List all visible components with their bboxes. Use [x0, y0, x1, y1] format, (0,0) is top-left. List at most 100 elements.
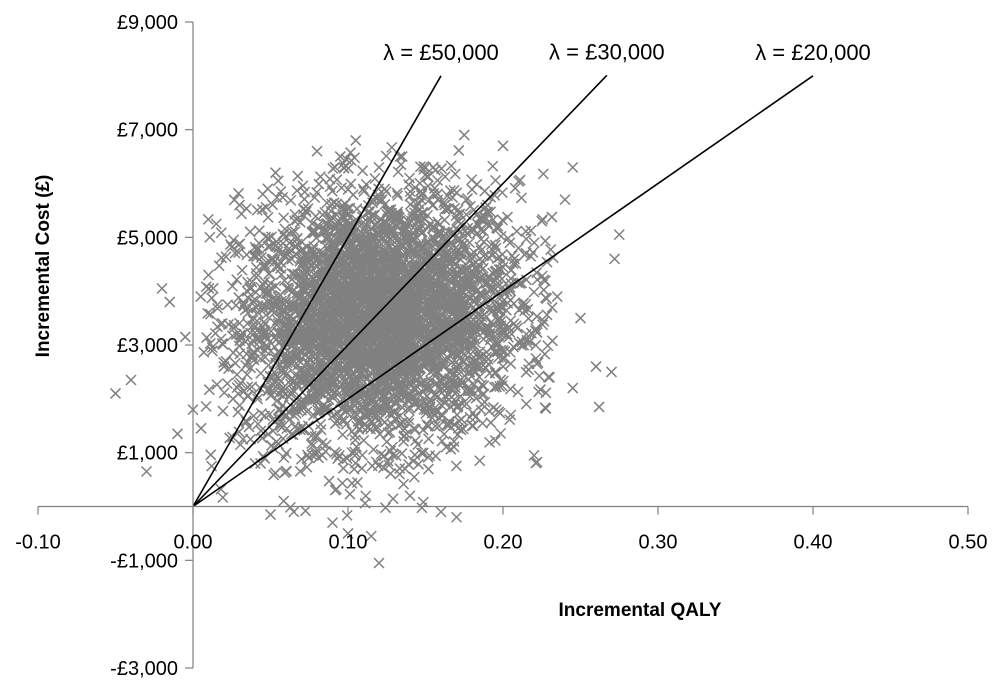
data-point — [232, 406, 244, 418]
data-point — [212, 302, 224, 314]
data-point — [233, 187, 245, 199]
data-point — [297, 180, 309, 192]
data-point — [140, 465, 153, 478]
data-point — [255, 407, 267, 420]
data-point — [222, 318, 235, 330]
y-axis-title: Incremental Cost (£) — [33, 175, 54, 358]
data-point — [412, 439, 424, 451]
data-point — [221, 377, 233, 390]
x-tick-label: 0.50 — [949, 532, 988, 554]
data-point — [551, 291, 563, 303]
data-point — [179, 331, 191, 343]
data-point — [545, 244, 557, 256]
data-point — [408, 423, 420, 435]
data-point — [448, 398, 460, 410]
data-point — [314, 171, 326, 183]
data-point — [276, 386, 288, 398]
x-tick-label: 0.30 — [639, 532, 678, 554]
y-tick-label: -£3,000 — [110, 658, 178, 680]
data-point — [215, 227, 227, 239]
data-point — [567, 161, 579, 173]
data-point — [489, 189, 501, 201]
data-point — [396, 151, 408, 163]
wtp-line-label: λ = £30,000 — [549, 39, 665, 64]
data-point — [337, 462, 349, 474]
data-point — [329, 484, 341, 496]
data-point — [315, 424, 327, 436]
data-point — [328, 197, 340, 209]
data-point — [351, 203, 363, 215]
data-point — [229, 247, 241, 259]
data-point — [252, 418, 264, 430]
wtp-line-label: λ = £50,000 — [383, 40, 499, 65]
data-point — [505, 264, 517, 276]
data-point — [236, 264, 248, 276]
data-point — [392, 166, 404, 178]
data-point — [512, 386, 524, 398]
data-point — [298, 193, 310, 205]
data-point — [323, 475, 335, 487]
data-point — [373, 161, 385, 173]
data-point — [269, 167, 282, 179]
data-point — [227, 393, 239, 405]
data-point — [260, 309, 272, 321]
data-point — [574, 312, 587, 324]
data-point — [466, 174, 478, 186]
data-point — [512, 242, 525, 254]
data-point — [235, 208, 248, 220]
data-point — [250, 267, 262, 279]
data-point — [398, 435, 410, 447]
data-point — [278, 212, 290, 224]
data-point — [286, 226, 298, 238]
data-point — [541, 293, 553, 305]
data-point — [485, 417, 497, 429]
y-tick-label: -£1,000 — [110, 550, 178, 572]
data-point — [394, 462, 406, 474]
data-point — [464, 411, 476, 423]
data-point — [278, 452, 290, 464]
data-point — [337, 429, 349, 441]
data-point — [538, 284, 550, 296]
data-point — [286, 253, 298, 265]
data-point — [495, 427, 507, 439]
data-point — [520, 366, 532, 378]
data-point — [417, 424, 429, 436]
data-point — [226, 280, 238, 292]
data-point — [382, 455, 394, 467]
data-point — [202, 213, 214, 225]
data-point — [423, 433, 435, 445]
data-point — [213, 260, 225, 272]
data-point — [368, 209, 381, 221]
data-point — [423, 221, 435, 233]
data-point — [490, 404, 502, 416]
data-point — [358, 434, 370, 446]
data-point — [241, 369, 253, 381]
data-point — [540, 402, 552, 414]
data-point — [233, 292, 245, 304]
data-point — [593, 401, 605, 413]
data-point — [474, 455, 486, 467]
data-point — [257, 188, 269, 200]
data-point — [365, 530, 377, 542]
data-point — [316, 437, 328, 449]
x-tick-label: -0.10 — [15, 532, 61, 554]
data-point — [487, 160, 499, 172]
data-point — [262, 232, 274, 244]
data-point — [466, 420, 478, 432]
data-point — [345, 178, 357, 190]
y-tick-label: £3,000 — [117, 335, 178, 357]
data-point — [392, 189, 404, 202]
data-point — [403, 458, 415, 470]
y-tick-label: £7,000 — [117, 120, 178, 142]
data-point — [460, 398, 472, 410]
data-point — [397, 416, 409, 428]
data-point — [224, 432, 236, 444]
data-point — [537, 168, 549, 180]
data-point — [404, 490, 416, 502]
data-point — [242, 389, 254, 401]
data-point — [341, 509, 353, 521]
data-point — [217, 491, 229, 504]
data-point — [195, 422, 207, 434]
data-point — [497, 361, 509, 373]
